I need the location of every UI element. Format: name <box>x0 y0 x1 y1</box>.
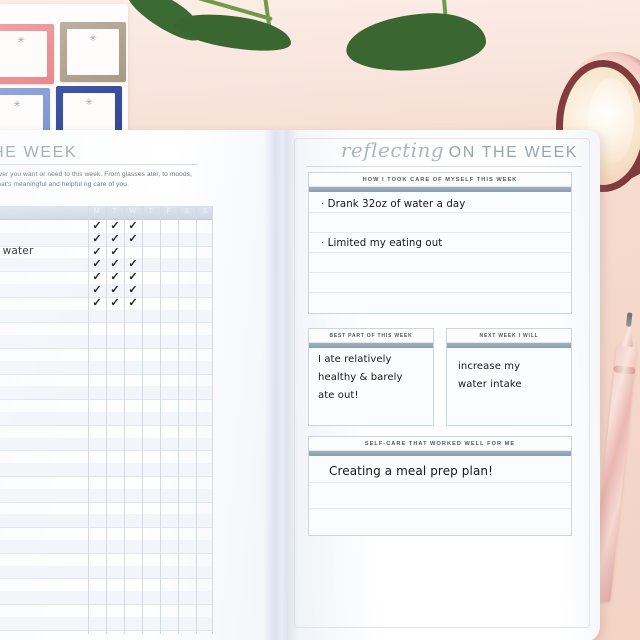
section-heading-text: NEXT WEEK I WILL <box>479 332 539 339</box>
section-accent-bar <box>447 343 571 348</box>
right-page-title-caps: ON THE WEEK <box>448 144 578 161</box>
notebook-spine <box>264 130 298 640</box>
checkmark-icon[interactable]: ✓ <box>110 271 120 284</box>
section-heading-self-care-worked: SELF-CARE THAT WORKED WELL FOR ME <box>309 437 571 451</box>
section-heading-text: HOW I TOOK CARE OF MYSELF THIS WEEK <box>362 176 518 183</box>
day-header-3: T <box>148 208 154 215</box>
section-body-next-week[interactable]: increase my water intake <box>447 348 571 424</box>
section-next-week[interactable]: NEXT WEEK I WILL increase my water intak… <box>446 328 572 426</box>
checkmark-icon[interactable]: ✓ <box>128 284 138 296</box>
checkmark-icon[interactable]: ✓ <box>92 232 102 245</box>
day-header-2: W <box>129 208 137 215</box>
right-page-title: reflecting ON THE WEEK <box>341 138 578 162</box>
grid-column-line-0 <box>88 206 89 634</box>
right-page-divider <box>306 166 582 167</box>
grid-column-line-1 <box>106 206 107 634</box>
grid-column-line-6 <box>196 206 197 634</box>
left-page-title-caps: THE WEEK <box>0 144 78 161</box>
sticker-cards-group: ✳ ✳ ✳ ✳ <box>0 8 126 148</box>
checkmark-icon[interactable]: ✓ <box>92 296 102 309</box>
grid-column-line-2 <box>124 206 125 634</box>
pen-tip <box>625 312 633 327</box>
day-header-5: S <box>184 208 190 215</box>
grid-column-line-7 <box>212 206 213 634</box>
section-body-self-care-week[interactable]: · Drank 32oz of water a day · Limited my… <box>309 192 571 312</box>
entry-line: ate out! <box>318 390 359 401</box>
asterisk-icon: ✳ <box>85 97 93 107</box>
grid-column-line-3 <box>142 206 143 634</box>
tracking-the-week-page: acking THE WEEK the grid below to track … <box>0 130 280 640</box>
section-accent-bar <box>309 451 571 456</box>
checkmark-icon[interactable]: ✓ <box>128 232 138 245</box>
day-header-0: M <box>93 208 101 215</box>
right-page-title-script: reflecting <box>340 138 445 162</box>
entry-line: · Limited my eating out <box>321 238 443 249</box>
day-header-1: T <box>112 208 118 215</box>
checkmark-icon[interactable]: ✓ <box>92 245 102 258</box>
checkmark-icon[interactable]: ✓ <box>128 258 138 271</box>
asterisk-icon: ✳ <box>13 99 21 109</box>
sticker-card-pink: ✳ <box>0 24 54 84</box>
checkmark-icon[interactable]: ✓ <box>110 258 120 271</box>
section-heading-best-part: BEST PART OF THIS WEEK <box>309 329 433 343</box>
checkmark-icon[interactable]: ✓ <box>92 271 102 284</box>
left-page-title: acking THE WEEK <box>0 138 166 162</box>
checkmark-icon[interactable]: ✓ <box>110 220 120 232</box>
section-best-part[interactable]: BEST PART OF THIS WEEK I ate relatively … <box>308 328 434 426</box>
checkmark-icon[interactable]: ✓ <box>92 258 102 271</box>
sticker-card-inner <box>67 29 119 75</box>
entry-line: Creating a meal prep plan! <box>329 464 494 478</box>
checkmark-icon[interactable]: ✓ <box>110 296 120 309</box>
entry-line: increase my <box>458 361 521 372</box>
entry-line: I ate relatively <box>318 354 392 365</box>
section-body-self-care-worked[interactable]: Creating a meal prep plan! <box>309 456 571 534</box>
entry-line: · Drank 32oz of water a day <box>321 199 466 210</box>
left-page-intro-text: the grid below to track whatever you wan… <box>0 171 193 188</box>
checkmark-icon[interactable]: ✓ <box>110 284 120 296</box>
section-heading-next-week: NEXT WEEK I WILL <box>447 329 571 343</box>
sticker-card-inner <box>0 31 47 77</box>
checkmark-icon[interactable]: ✓ <box>128 296 138 309</box>
sticker-card-tan: ✳ <box>60 22 126 82</box>
habit-label: Drink 1 glass of water <box>0 244 34 257</box>
section-heading-self-care-week: HOW I TOOK CARE OF MYSELF THIS WEEK <box>309 173 571 187</box>
open-notebook: acking THE WEEK the grid below to track … <box>0 130 600 640</box>
checkmark-icon[interactable]: ✓ <box>128 271 138 284</box>
day-header-6: S <box>202 208 208 215</box>
asterisk-icon: ✳ <box>89 33 97 43</box>
checkmark-icon[interactable]: ✓ <box>92 220 102 232</box>
asterisk-icon: ✳ <box>17 35 25 45</box>
section-self-care-week[interactable]: HOW I TOOK CARE OF MYSELF THIS WEEK · Dr… <box>308 172 572 314</box>
checkmark-icon[interactable]: ✓ <box>128 220 138 232</box>
section-body-best-part[interactable]: I ate relatively healthy & barely ate ou… <box>309 348 433 424</box>
grid-column-line-5 <box>178 206 179 634</box>
reflecting-on-the-week-page: reflecting ON THE WEEK HOW I TOOK CARE O… <box>280 130 600 640</box>
checkmark-icon[interactable]: ✓ <box>110 232 120 245</box>
plant-leaf <box>344 10 488 74</box>
section-accent-bar <box>309 343 433 348</box>
checkmark-icon[interactable]: ✓ <box>92 284 102 296</box>
day-header-4: F <box>166 208 172 215</box>
plant <box>120 0 570 120</box>
section-self-care-worked[interactable]: SELF-CARE THAT WORKED WELL FOR ME Creati… <box>308 436 572 536</box>
section-heading-text: BEST PART OF THIS WEEK <box>329 332 413 339</box>
section-heading-text: SELF-CARE THAT WORKED WELL FOR ME <box>364 440 516 447</box>
entry-line: healthy & barely <box>318 372 403 383</box>
left-page-divider <box>0 164 198 165</box>
grid-column-line-4 <box>160 206 161 634</box>
section-accent-bar <box>309 187 571 192</box>
entry-line: water intake <box>458 379 522 390</box>
checkmark-icon[interactable]: ✓ <box>110 245 120 258</box>
